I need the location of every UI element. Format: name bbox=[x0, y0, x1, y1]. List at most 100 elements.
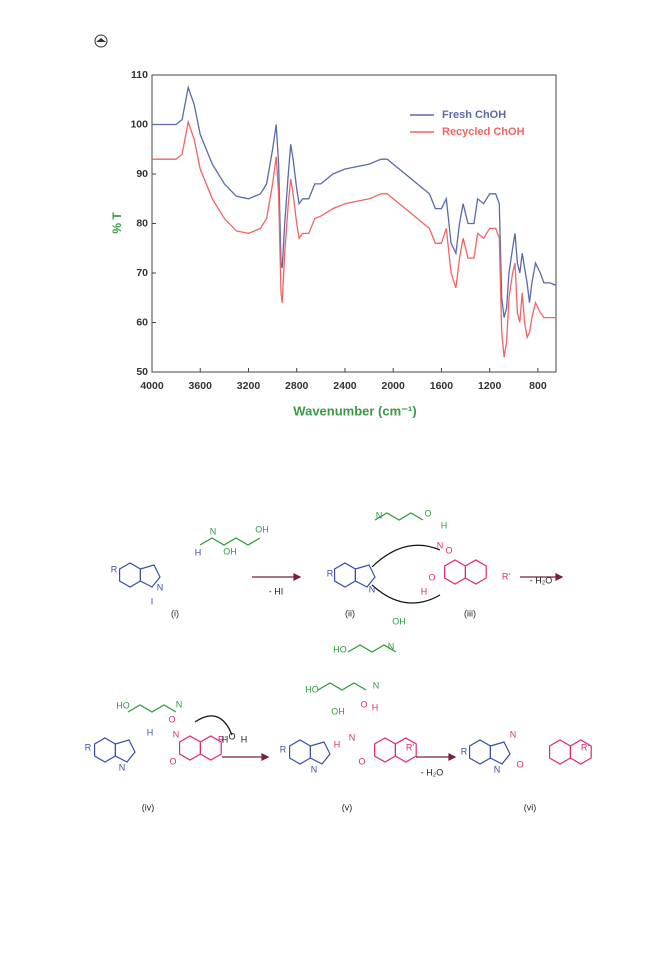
structure-label: (v) bbox=[342, 802, 353, 812]
curved-arrow bbox=[371, 544, 441, 568]
atom-label: N bbox=[369, 584, 376, 594]
reaction-condition: - H₂O bbox=[530, 575, 553, 585]
ring bbox=[139, 564, 161, 588]
ring bbox=[464, 559, 487, 585]
x-tick-label: 2000 bbox=[382, 380, 406, 392]
ring bbox=[179, 735, 201, 761]
y-axis-label: % T bbox=[110, 212, 124, 234]
reaction-condition: - H₂O bbox=[421, 767, 444, 777]
x-tick-label: 800 bbox=[529, 380, 547, 392]
atom-label: R bbox=[280, 744, 287, 754]
atom-label: OH bbox=[331, 706, 345, 716]
ring bbox=[569, 739, 592, 765]
structure-label: (vi) bbox=[524, 802, 537, 812]
atom-label: H bbox=[372, 702, 379, 712]
atom-label: N bbox=[494, 764, 501, 774]
atom-label: R' bbox=[406, 742, 414, 752]
ring bbox=[394, 737, 417, 763]
atom-label: OH bbox=[255, 524, 269, 534]
atom-label: N bbox=[157, 582, 164, 592]
atom-label: I bbox=[151, 596, 154, 606]
x-tick-label: 3600 bbox=[189, 380, 213, 392]
y-tick-label: 50 bbox=[136, 366, 148, 378]
atom-label: O bbox=[428, 572, 435, 582]
atom-label: N bbox=[388, 641, 395, 651]
atom-label: R' bbox=[218, 734, 226, 744]
atom-label: H bbox=[421, 586, 428, 596]
ring bbox=[334, 562, 356, 588]
ring bbox=[444, 559, 466, 585]
spectrum-line bbox=[152, 84, 557, 318]
x-tick-label: 3200 bbox=[237, 380, 261, 392]
atom-label: N bbox=[510, 729, 517, 739]
y-tick-label: 60 bbox=[136, 316, 148, 328]
reaction-condition: - HI bbox=[269, 586, 284, 596]
arrow-head bbox=[448, 753, 457, 761]
curved-arrow bbox=[194, 715, 233, 736]
ring bbox=[199, 735, 222, 761]
atom-label: R bbox=[111, 564, 118, 574]
x-tick-label: 2800 bbox=[285, 380, 309, 392]
atom-label: N bbox=[373, 680, 380, 690]
legend-label: Recycled ChOH bbox=[442, 126, 525, 138]
y-tick-label: 100 bbox=[130, 118, 148, 130]
reaction-scheme bbox=[93, 512, 592, 765]
x-tick-label: 2400 bbox=[333, 380, 357, 392]
atom-label: HO bbox=[116, 700, 130, 710]
atom-label: H bbox=[334, 739, 341, 749]
arrow-head bbox=[261, 753, 270, 761]
ring bbox=[93, 737, 117, 763]
x-tick-label: 1200 bbox=[478, 380, 502, 392]
atom-label: N bbox=[376, 510, 383, 520]
bond bbox=[127, 704, 177, 713]
atom-label: O bbox=[358, 756, 365, 766]
atom-label: H bbox=[222, 734, 229, 744]
atom-label: R bbox=[85, 742, 92, 752]
atom-label: O bbox=[169, 756, 176, 766]
atom-label: O bbox=[516, 759, 523, 769]
atom-label: O bbox=[360, 699, 367, 709]
atom-label: N bbox=[349, 732, 356, 742]
x-axis-label: Wavenumber (cm⁻¹) bbox=[293, 403, 416, 418]
bond bbox=[317, 682, 367, 691]
bond bbox=[347, 644, 397, 653]
atom-label: N bbox=[210, 526, 217, 536]
y-tick-label: 70 bbox=[136, 267, 148, 279]
x-tick-label: 4000 bbox=[140, 380, 164, 392]
arrow-head bbox=[293, 573, 302, 581]
structure-label: (iv) bbox=[142, 802, 155, 812]
atom-label: R' bbox=[581, 742, 589, 752]
y-tick-label: 110 bbox=[131, 69, 148, 81]
ring bbox=[114, 739, 136, 763]
ring bbox=[489, 741, 511, 765]
x-tick-label: 1600 bbox=[430, 380, 454, 392]
atom-label: N bbox=[311, 764, 318, 774]
page-icon bbox=[94, 34, 108, 48]
atom-label: O bbox=[228, 731, 235, 741]
atom-label: N bbox=[176, 699, 183, 709]
atom-label: H bbox=[147, 727, 154, 737]
legend-label: Fresh ChOH bbox=[442, 109, 506, 121]
bond bbox=[199, 537, 261, 546]
atom-label: O bbox=[424, 508, 431, 518]
structure-label: (i) bbox=[171, 608, 179, 618]
atom-label: N bbox=[437, 540, 444, 550]
page-icon bbox=[96, 38, 106, 42]
ring bbox=[548, 739, 572, 765]
arrow-head bbox=[555, 573, 564, 581]
atom-label: OH bbox=[392, 616, 406, 626]
ring bbox=[118, 562, 141, 588]
curved-arrow bbox=[371, 584, 441, 604]
y-tick-label: 80 bbox=[136, 217, 148, 229]
structure-label: (ii) bbox=[345, 608, 355, 618]
atom-label: HO bbox=[333, 644, 347, 654]
atom-label: H bbox=[195, 547, 202, 557]
atom-label: R' bbox=[502, 571, 510, 581]
spectrum-line bbox=[152, 119, 556, 358]
atom-label: HO bbox=[305, 684, 319, 694]
atom-label: O bbox=[168, 714, 175, 724]
ring bbox=[309, 741, 331, 765]
ring bbox=[354, 564, 376, 588]
